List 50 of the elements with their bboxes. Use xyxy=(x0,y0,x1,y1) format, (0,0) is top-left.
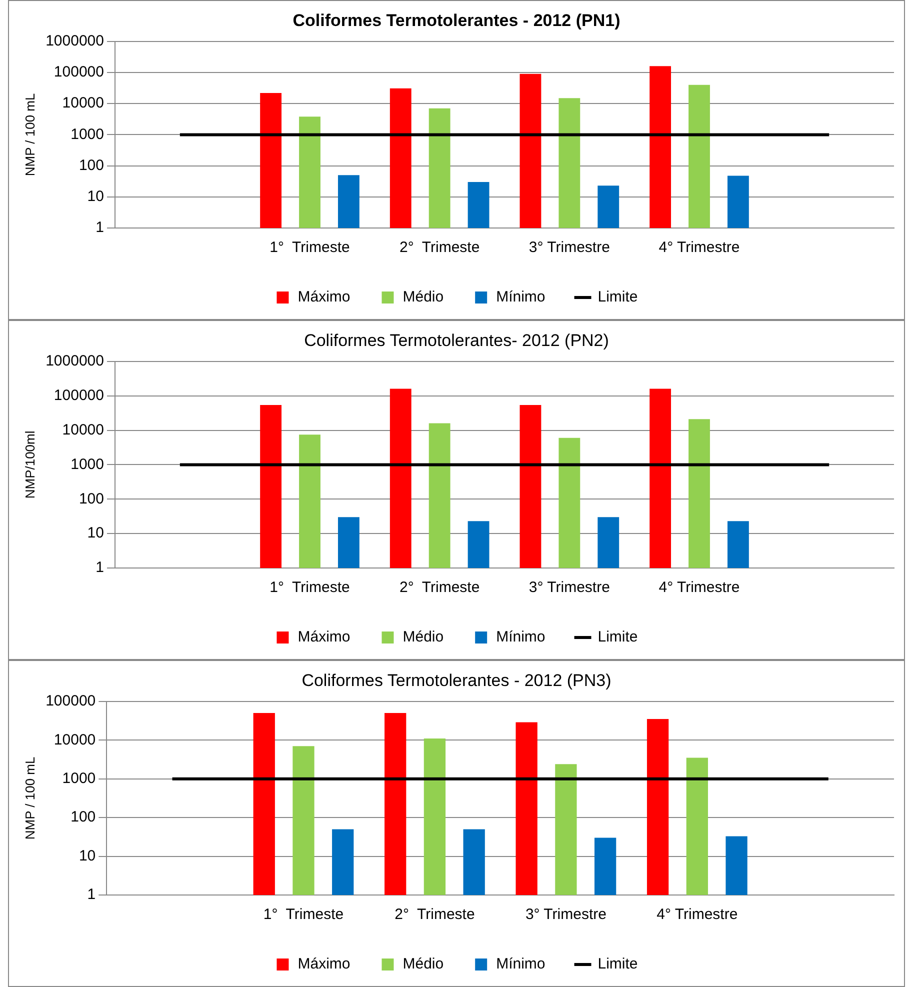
y-tick-label: 100000 xyxy=(46,692,96,710)
y-tick-label: 1000000 xyxy=(46,32,104,50)
x-tick-label: 4° Trimestre xyxy=(658,579,740,596)
y-tick-label: 1000 xyxy=(62,770,96,787)
legend-label: Mínimo xyxy=(496,628,546,646)
legend-label: Mínimo xyxy=(496,288,546,306)
y-tick-label: 100000 xyxy=(54,386,104,404)
y-tick-label: 100 xyxy=(78,490,104,508)
y-tick-label: 1000000 xyxy=(46,352,104,370)
y-tick-label: 10000 xyxy=(54,731,96,748)
y-tick-label: 100000 xyxy=(54,64,104,81)
legend-label: Máximo xyxy=(298,288,350,306)
x-tick-label: 2° Trimeste xyxy=(394,906,475,924)
legend-label: Máximo xyxy=(298,628,350,646)
y-axis-title: NMP / 100 mL xyxy=(22,93,38,176)
y-axis-title: NMP/100ml xyxy=(22,430,38,499)
y-tick-label: 10 xyxy=(78,847,96,864)
x-tick-label: 4° Trimestre xyxy=(658,239,740,256)
chart-title: Coliformes Termotolerantes- 2012 (PN2) xyxy=(304,330,609,350)
y-tick-label: 10 xyxy=(87,188,104,206)
chart-title: Coliformes Termotolerantes - 2012 (PN1) xyxy=(292,10,620,30)
x-tick-label: 1° Trimeste xyxy=(263,906,344,924)
legend-label: Médio xyxy=(402,956,444,973)
legend-label: Limite xyxy=(598,288,638,306)
x-tick-label: 3° Trimestre xyxy=(525,906,606,924)
x-tick-label: 3° Trimestre xyxy=(528,239,610,256)
y-tick-label: 10000 xyxy=(62,421,104,438)
chart-title: Coliformes Termotolerantes - 2012 (PN3) xyxy=(302,670,612,690)
y-tick-label: 10000 xyxy=(62,94,104,112)
y-axis-title: NMP / 100 mL xyxy=(22,756,38,840)
y-tick-label: 1 xyxy=(96,559,104,576)
x-tick-label: 1° Trimeste xyxy=(270,239,350,256)
x-tick-label: 3° Trimestre xyxy=(528,579,610,596)
legend-label: Médio xyxy=(402,288,444,306)
legend-label: Limite xyxy=(598,956,638,973)
y-tick-label: 10 xyxy=(87,524,104,542)
legend-label: Mínimo xyxy=(496,956,546,973)
legend-label: Limite xyxy=(598,628,638,646)
x-tick-label: 2° Trimeste xyxy=(399,579,480,596)
x-tick-label: 2° Trimeste xyxy=(399,239,480,256)
y-tick-label: 1000 xyxy=(70,456,104,473)
y-tick-label: 100 xyxy=(70,808,96,826)
legend-label: Médio xyxy=(402,628,444,646)
y-tick-label: 1 xyxy=(96,219,104,236)
y-tick-label: 100 xyxy=(78,156,104,174)
legend-label: Máximo xyxy=(298,956,350,973)
x-tick-label: 1° Trimeste xyxy=(270,579,350,596)
y-tick-label: 1000 xyxy=(70,126,104,143)
x-tick-label: 4° Trimestre xyxy=(656,906,738,924)
y-tick-label: 1 xyxy=(87,886,96,904)
